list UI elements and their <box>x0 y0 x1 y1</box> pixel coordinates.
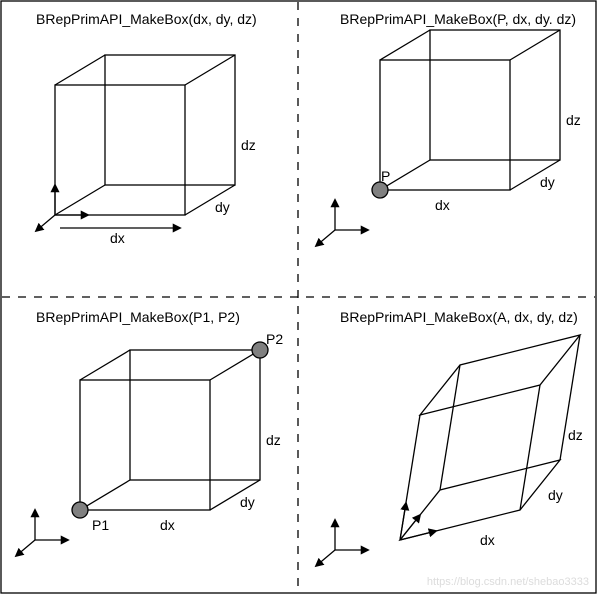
q2-point-p <box>372 182 388 198</box>
q3-dz-label: dz <box>266 432 281 448</box>
q2-dy-label: dy <box>540 174 555 190</box>
q3-dx-label: dx <box>160 517 175 533</box>
q3-p1-label: P1 <box>92 517 109 533</box>
diagram-svg: BRepPrimAPI_MakeBox(dx, dy, dz) dz dy dx… <box>0 0 597 594</box>
q3-dy-label: dy <box>240 494 255 510</box>
q2-dx-label: dx <box>435 197 450 213</box>
q2-axes <box>316 200 368 246</box>
q1-box <box>55 55 235 215</box>
q1-title: BRepPrimAPI_MakeBox(dx, dy, dz) <box>36 11 257 27</box>
q2-p-label: P <box>381 168 390 184</box>
q3-box <box>80 350 260 510</box>
q1-axes <box>36 185 88 231</box>
diagram-container: BRepPrimAPI_MakeBox(dx, dy, dz) dz dy dx… <box>0 0 597 594</box>
q3-axes <box>16 510 68 556</box>
q4-local-axes <box>400 503 436 540</box>
q2-title: BRepPrimAPI_MakeBox(P, dx, dy. dz) <box>340 11 576 27</box>
q3-p2-label: P2 <box>266 331 283 347</box>
q2-dz-label: dz <box>566 112 581 128</box>
q4-title: BRepPrimAPI_MakeBox(A, dx, dy, dz) <box>340 309 578 325</box>
q3-point-p1 <box>72 502 88 518</box>
q4-world-axes <box>316 520 368 566</box>
q4-dx-label: dx <box>480 532 495 548</box>
q4-box <box>400 335 580 540</box>
q1-dy-label: dy <box>215 199 230 215</box>
q3-title: BRepPrimAPI_MakeBox(P1, P2) <box>36 309 240 325</box>
q2-box <box>380 30 560 190</box>
q4-dy-label: dy <box>548 487 563 503</box>
q4-dz-label: dz <box>568 427 583 443</box>
q1-dz-label: dz <box>241 137 256 153</box>
q1-dx-label: dx <box>110 230 125 246</box>
